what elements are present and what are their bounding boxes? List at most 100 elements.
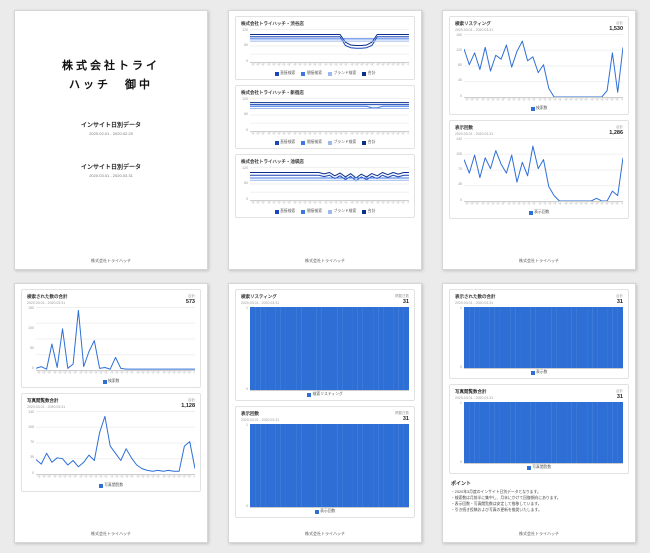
y-tick-label: 100 — [28, 326, 34, 331]
chart-header-left: 写真閲覧数合計 2020.03.01 - 2020.03.31 — [27, 398, 65, 409]
chart-header: 検索リスティング 2020.03.01 - 2020.03.31 掲載日数 31 — [241, 294, 409, 305]
y-tick-label: 0 — [460, 364, 462, 369]
chart-title: 株式会社トライハッチ・池袋店 — [241, 159, 304, 164]
cover-doc1-range: 2020.02.01 - 2020.02.29 — [89, 131, 133, 137]
page-4-totals-charts[interactable]: 検索された数の合計 2020.03.01 - 2020.03.31 合計 573… — [14, 283, 208, 543]
legend-item: 合計 — [362, 140, 375, 145]
chart-body: 140 105 70 35 0 — [455, 137, 623, 202]
page-6-bars-and-notes[interactable]: 表示された数の合計 2020.03.01 - 2020.03.31 合計 31 … — [442, 283, 636, 543]
y-tick-label: 120 — [242, 28, 248, 32]
bar-chart — [250, 424, 409, 508]
x-axis: 3/13/23/33/43/53/63/73/83/93/103/113/123… — [250, 201, 409, 208]
chart-header-right: 合計 1,286 — [609, 125, 623, 136]
cover-title-line1: 株式会社トライ — [62, 60, 160, 72]
chart-legend: 直接検索 間接検索 ブランド検索 合計 — [241, 209, 409, 214]
chart-value-label: 合計 — [188, 294, 195, 298]
chart-header: 株式会社トライハッチ・渋谷店 — [241, 21, 409, 27]
chart-header-right: 合計 1,530 — [609, 21, 623, 32]
legend-swatch — [307, 392, 312, 397]
page-2-store-charts[interactable]: 株式会社トライハッチ・渋谷店 120 60 0 3/1 3/2 3/3 3/4 3/5 3/6… — [228, 10, 422, 270]
y-tick-label: 0 — [32, 470, 34, 475]
y-tick-label: 60 — [244, 43, 248, 48]
legend-item: 間接検索 — [301, 140, 322, 145]
cover-doc1: インサイト日別データ 2020.02.01 - 2020.02.29 — [15, 120, 207, 136]
chart-legend: 写真閲覧数 — [455, 465, 623, 470]
legend-item: ブランド検索 — [328, 140, 356, 145]
chart-legend: 検索数 — [27, 379, 195, 384]
chart-header: 検索された数の合計 2020.03.01 - 2020.03.31 合計 573 — [27, 294, 195, 305]
chart-value: 31 — [402, 416, 409, 422]
chart-header: 写真閲覧数合計 2020.03.01 - 2020.03.31 合計 31 — [455, 389, 623, 400]
legend-item: 直接検索 — [274, 209, 295, 214]
page-footer: 株式会社トライハッチ — [519, 531, 559, 536]
chart-body: 150 100 50 0 — [27, 306, 195, 371]
page-5-bar-charts[interactable]: 検索リスティング 2020.03.01 - 2020.03.31 掲載日数 31… — [228, 283, 422, 543]
cover-doc1-title: インサイト日別データ — [80, 123, 141, 130]
bar-chart — [464, 402, 623, 464]
chart-header-right: 合計 573 — [186, 294, 195, 305]
chart-value-label: 合計 — [616, 21, 623, 25]
chart-body: 120 60 0 — [241, 166, 409, 201]
bar-chart — [250, 307, 409, 391]
chart-title: 検索リスティング — [241, 294, 277, 299]
y-axis: 120 60 0 — [241, 166, 250, 201]
page-3-search-charts[interactable]: 検索リスティング 2020.03.01 - 2020.03.31 合計 1,53… — [442, 10, 636, 270]
y-axis: 140 105 70 35 0 — [27, 410, 36, 475]
chart-card-search-listing: 検索リスティング 2020.03.01 - 2020.03.31 合計 1,53… — [449, 16, 629, 115]
chart-date-range: 2020.03.01 - 2020.03.31 — [455, 396, 494, 400]
chart-card-search-total: 検索された数の合計 2020.03.01 - 2020.03.31 合計 573… — [21, 289, 201, 388]
legend-swatch — [274, 71, 279, 76]
cover-title: 株式会社トライ ハッチ 御中 — [15, 57, 207, 94]
y-tick-label: 50 — [30, 346, 34, 351]
legend-swatch — [328, 71, 332, 76]
y-tick-label: 0 — [246, 196, 248, 201]
chart-title: 表示回数 — [241, 411, 259, 416]
cover-doc2-title: インサイト日別データ — [80, 165, 141, 172]
chart-header: 写真閲覧数合計 2020.03.01 - 2020.03.31 合計 1,128 — [27, 398, 195, 409]
y-tick-label: 1 — [246, 423, 248, 427]
legend-swatch — [362, 71, 367, 76]
chart-card-impressions: 表示回数 2020.03.01 - 2020.03.31 合計 1,286 14… — [449, 120, 629, 219]
legend-swatch — [301, 71, 306, 76]
chart-title: 検索された数の合計 — [27, 294, 68, 299]
chart-header-right: 掲載日数 31 — [395, 294, 409, 305]
chart-header-left: 表示された数の合計 2020.03.01 - 2020.03.31 — [455, 294, 496, 305]
chart-header-left: 表示回数 2020.03.01 - 2020.03.31 — [241, 411, 279, 422]
chart-body: 120 60 0 — [241, 28, 409, 63]
x-axis: 3/13/23/33/43/53/63/73/83/93/103/113/123… — [250, 63, 409, 70]
chart-header: 表示回数 2020.03.01 - 2020.03.31 合計 1,286 — [455, 125, 623, 136]
legend-swatch — [530, 370, 535, 375]
chart-header: 表示回数 2020.03.01 - 2020.03.31 掲載日数 31 — [241, 411, 409, 422]
y-tick-label: 35 — [458, 182, 462, 187]
legend-item: 表示回数 — [314, 509, 335, 514]
legend-item: 直接検索 — [274, 140, 295, 145]
cover-doc2-range: 2020.03.01 - 2020.03.31 — [89, 173, 133, 179]
y-tick-label: 0 — [460, 459, 462, 464]
chart-header-right: 合計 31 — [616, 389, 623, 400]
legend-item: 写真閲覧数 — [526, 465, 551, 470]
y-tick-label: 60 — [244, 181, 248, 186]
page-1-cover[interactable]: 株式会社トライ ハッチ 御中 インサイト日別データ 2020.02.01 - 2… — [14, 10, 208, 270]
chart-legend: 表示回数 — [241, 509, 409, 514]
chart-date-range: 2020.03.01 - 2020.03.31 — [241, 418, 280, 422]
legend-swatch — [362, 140, 367, 145]
legend-item: ブランド検索 — [328, 209, 356, 214]
cover-doc2: インサイト日別データ 2020.03.01 - 2020.03.31 — [15, 162, 207, 178]
x-axis: 3/13/23/33/43/53/63/73/83/93/103/113/123… — [36, 371, 195, 378]
x-axis: 3/13/23/33/43/53/63/73/83/93/103/113/123… — [250, 132, 409, 139]
y-tick-label: 105 — [28, 425, 34, 430]
chart-date-range: 2020.03.01 - 2020.03.31 — [455, 301, 494, 305]
chart-value-label: 合計 — [616, 294, 623, 298]
chart-card-store-3: 株式会社トライハッチ・池袋店 120 60 0 3/1 3/2 3/3 3/4 3/5 3/6… — [235, 154, 415, 218]
legend-item: 合計 — [362, 209, 375, 214]
chart-value-label: 合計 — [616, 125, 623, 129]
note-line: ・検索数は月前半に集中し、月末にかけて回復傾向にあります。 — [451, 496, 561, 501]
chart-title: 株式会社トライハッチ・新宿店 — [241, 90, 304, 95]
